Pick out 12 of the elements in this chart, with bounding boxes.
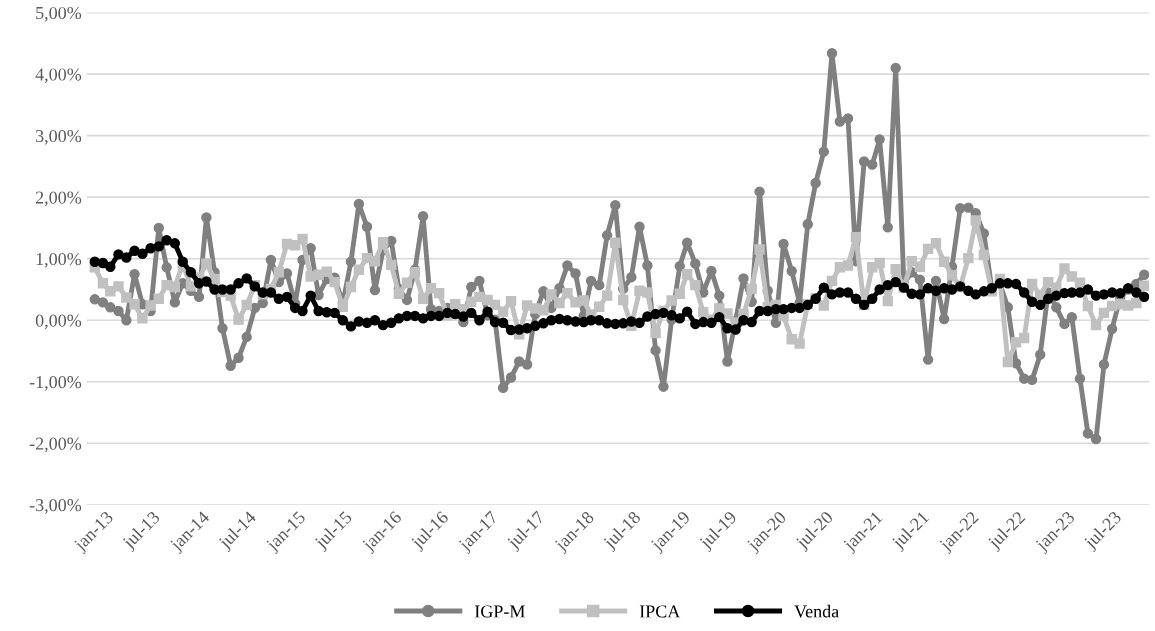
y-tick-label: 3,00% bbox=[35, 129, 82, 145]
legend-label: IGP-M bbox=[474, 605, 525, 618]
y-tick-label: 2,00% bbox=[35, 191, 82, 207]
y-tick-label: 1,00% bbox=[36, 252, 82, 268]
y-tick-label: -2,00% bbox=[29, 437, 82, 453]
y-tick-label: -3,00% bbox=[29, 499, 82, 514]
y-tick-label: 4,00% bbox=[35, 68, 82, 84]
legend-label: Venda bbox=[794, 604, 839, 618]
legend-label: IPCA bbox=[639, 605, 681, 618]
y-tick-label: -1,00% bbox=[29, 376, 82, 391]
y-tick-label: 5,00% bbox=[36, 6, 82, 22]
y-tick-label: 0,00% bbox=[35, 314, 82, 330]
